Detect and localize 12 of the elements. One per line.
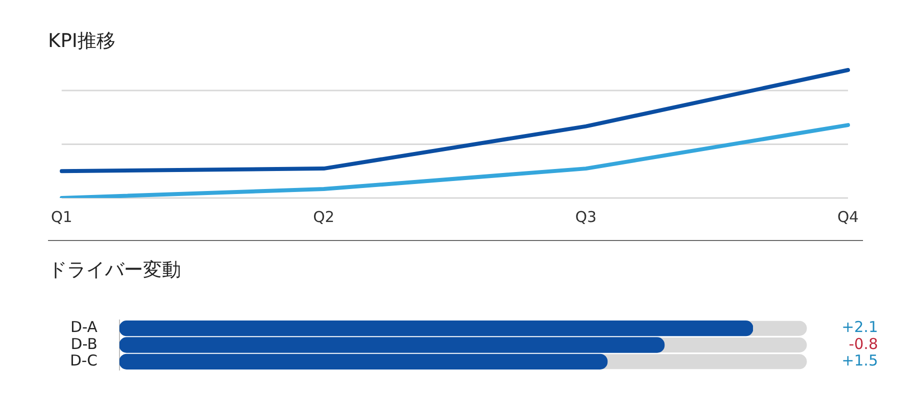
x-tick-label: Q2 [313,208,334,226]
text: +1.5 [842,352,878,370]
y-tick-label: D-A [70,318,98,336]
y-tick-label: D-C [70,352,98,370]
x-tick-label: Q1 [50,208,72,226]
x-tick-label: Q4 [837,208,859,226]
text: -0.8 [848,334,878,353]
y-tick-label: D-B [70,334,98,353]
x-tick-label: Q3 [575,208,597,226]
chart-title: ドライバー変動 [48,258,182,283]
text: +2.1 [842,318,878,336]
chart-title: KPI推移 [48,29,117,54]
